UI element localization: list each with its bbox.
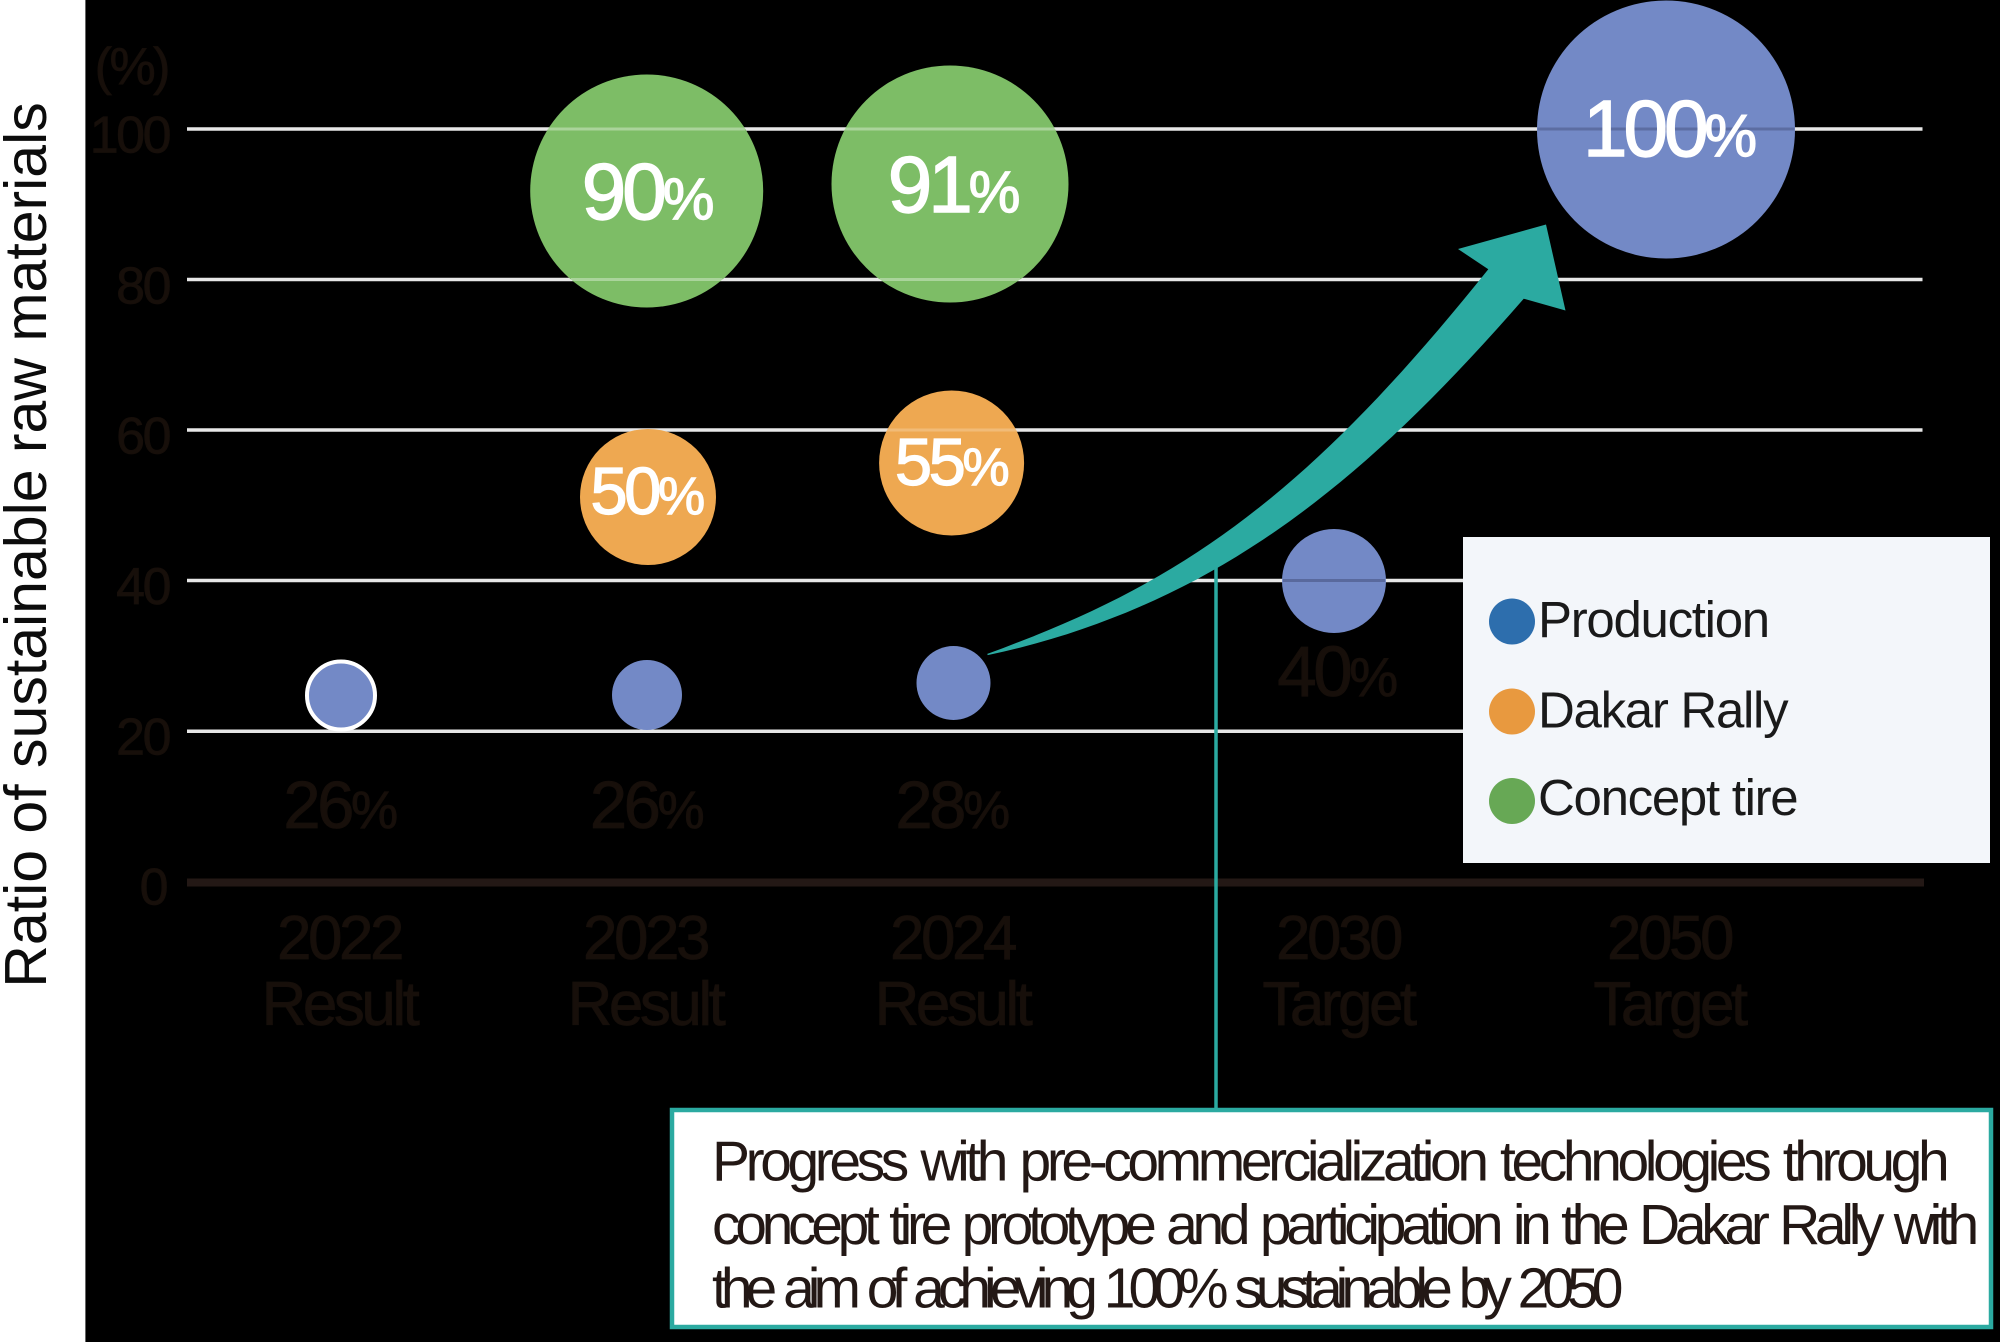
svg-text:2030: 2030 <box>1276 904 1402 973</box>
svg-text:100: 100 <box>90 107 170 165</box>
svg-text:Dakar Rally: Dakar Rally <box>1538 682 1789 739</box>
svg-text:50%: 50% <box>590 454 704 529</box>
svg-text:0: 0 <box>140 859 167 917</box>
svg-text:(%): (%) <box>95 38 169 96</box>
svg-text:80: 80 <box>116 258 169 316</box>
svg-text:91%: 91% <box>888 140 1019 229</box>
svg-text:100%: 100% <box>1583 84 1755 173</box>
svg-text:26%: 26% <box>590 768 704 843</box>
svg-text:2024: 2024 <box>890 904 1016 973</box>
svg-text:the aim of achieving 100% sust: the aim of achieving 100% sustainable by… <box>712 1256 1622 1320</box>
svg-text:2050: 2050 <box>1607 904 1733 973</box>
svg-text:2023: 2023 <box>583 904 708 973</box>
svg-text:Result: Result <box>262 970 420 1039</box>
svg-text:26%: 26% <box>283 768 397 843</box>
svg-text:Progress with pre-commercializ: Progress with pre-commercialization tech… <box>712 1130 1946 1194</box>
svg-text:40: 40 <box>116 558 169 616</box>
svg-text:55%: 55% <box>895 425 1009 500</box>
svg-text:Result: Result <box>568 970 726 1039</box>
svg-text:40%: 40% <box>1277 633 1396 712</box>
svg-text:Result: Result <box>875 970 1033 1039</box>
svg-text:60: 60 <box>116 408 169 466</box>
svg-text:28%: 28% <box>895 768 1009 843</box>
svg-text:Production: Production <box>1538 591 1769 648</box>
svg-text:concept tire prototype and par: concept tire prototype and participation… <box>712 1193 1976 1257</box>
svg-text:Ratio of sustainable raw mater: Ratio of sustainable raw materials <box>0 102 59 987</box>
svg-text:Target: Target <box>1593 970 1748 1039</box>
svg-text:Concept tire: Concept tire <box>1538 769 1797 826</box>
svg-text:Target: Target <box>1262 970 1417 1039</box>
svg-text:20: 20 <box>116 709 169 767</box>
svg-text:2022: 2022 <box>277 904 402 973</box>
svg-text:90%: 90% <box>582 147 713 236</box>
